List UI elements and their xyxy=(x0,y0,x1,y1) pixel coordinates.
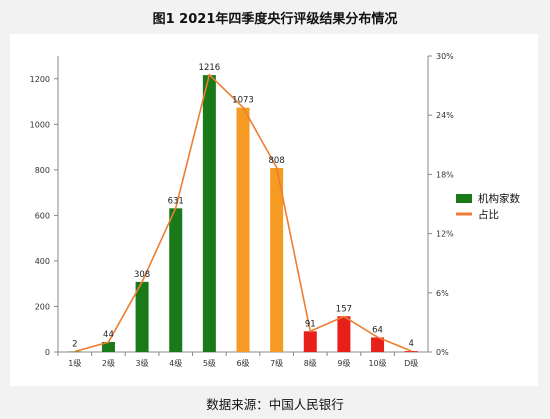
bar-value-label: 64 xyxy=(372,325,383,335)
legend-label-line: 占比 xyxy=(478,208,499,221)
bar xyxy=(135,281,149,352)
y-left-tick-label: 200 xyxy=(35,302,50,311)
bar xyxy=(337,316,351,352)
bar-value-label: 91 xyxy=(305,319,316,329)
bar xyxy=(303,331,317,352)
bar xyxy=(68,351,82,353)
bar-value-label: 157 xyxy=(336,304,352,314)
data-labels: 2 44 308 631 1216 1073 808 91 157 64 4 xyxy=(72,63,414,349)
bar xyxy=(270,168,284,352)
chart-card: 0 200 400 600 800 1000 1200 0% 6% 12% 18% 24% 30% 1级 2… xyxy=(10,34,538,386)
x-tick-label: 8级 xyxy=(304,358,317,368)
x-tick-label: 5级 xyxy=(203,358,216,368)
y-left-tick-label: 600 xyxy=(35,211,50,220)
legend-swatch-bar xyxy=(456,194,472,203)
x-tick-label: 10级 xyxy=(368,358,386,368)
chart-title: 图1 2021年四季度央行评级结果分布情况 xyxy=(152,12,398,27)
bar-value-label: 44 xyxy=(103,330,114,340)
bar xyxy=(202,75,216,352)
y-right-tick-label: 12% xyxy=(436,230,454,239)
bar-value-label: 1073 xyxy=(232,96,254,106)
x-tick-label: 7级 xyxy=(270,358,283,368)
bar xyxy=(236,107,250,352)
bar-series xyxy=(68,75,418,353)
bar-value-label: 308 xyxy=(134,270,150,280)
bar-value-label: 4 xyxy=(408,339,413,349)
x-tick-label: 2级 xyxy=(102,358,115,368)
bar-value-label: 2 xyxy=(72,340,77,350)
bar xyxy=(404,351,418,352)
legend-label-bar: 机构家数 xyxy=(478,192,520,205)
y-right-tick-label: 0% xyxy=(436,348,449,357)
y-right-tick-label: 18% xyxy=(436,170,454,179)
y-left-tick-label: 400 xyxy=(35,257,50,266)
y-left-tick-label: 800 xyxy=(35,166,50,175)
bar-value-label: 808 xyxy=(269,156,285,166)
x-tick-label: 3级 xyxy=(136,358,149,368)
y-right-tick-label: 24% xyxy=(436,111,454,120)
bar-value-label: 1216 xyxy=(199,63,221,73)
bar-value-label: 631 xyxy=(168,196,184,206)
y-left-tick-label: 0 xyxy=(45,348,50,357)
y-left-tick-label: 1200 xyxy=(30,75,50,84)
x-tick-label: 6级 xyxy=(236,358,249,368)
y-left-tick-label: 1000 xyxy=(30,120,50,129)
x-tick-label: D级 xyxy=(404,358,418,368)
bar xyxy=(101,341,115,352)
y-right-tick-label: 6% xyxy=(436,289,449,298)
y-right-tick-label: 30% xyxy=(436,52,454,61)
bar xyxy=(371,337,385,352)
chart-axes: 0 200 400 600 800 1000 1200 0% 6% 12% 18% 24% 30% 1级 2… xyxy=(30,52,455,368)
data-source-note: 数据来源：中国人民银行 xyxy=(206,397,344,412)
line-series xyxy=(74,73,412,353)
chart-svg: 0 200 400 600 800 1000 1200 0% 6% 12% 18% 24% 30% 1级 2… xyxy=(30,52,521,368)
bar xyxy=(169,208,183,352)
x-tick-label: 9级 xyxy=(337,358,350,368)
x-tick-label: 1级 xyxy=(68,358,81,368)
x-tick-label: 4级 xyxy=(169,358,182,368)
share-line xyxy=(74,73,412,353)
